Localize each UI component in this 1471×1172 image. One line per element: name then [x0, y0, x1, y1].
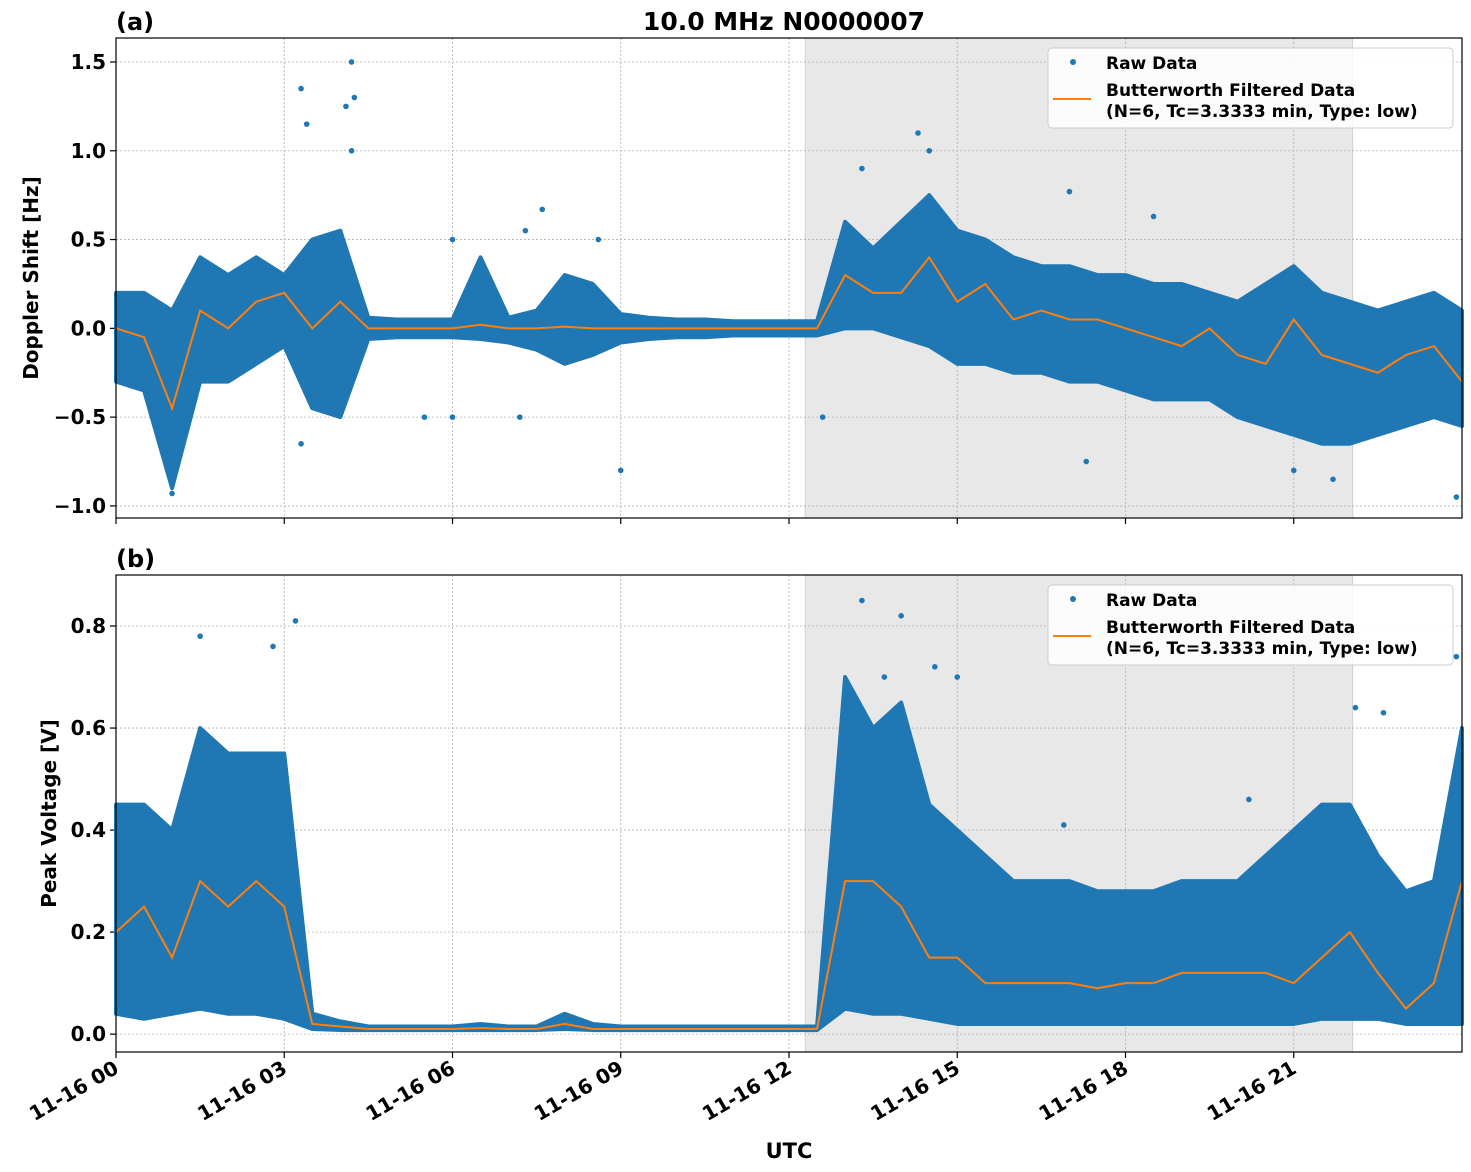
- y-tick-label: 1.0: [71, 139, 106, 163]
- y-axis-label: Doppler Shift [Hz]: [19, 176, 43, 380]
- y-tick-label: 0.6: [71, 716, 106, 740]
- raw-data-point: [881, 674, 888, 680]
- x-tick-label: 11-16 21: [1203, 1056, 1301, 1126]
- raw-data-point: [819, 414, 826, 420]
- raw-data-point: [517, 414, 523, 420]
- legend: Raw Data Butterworth Filtered Data(N=6, T…: [1047, 584, 1454, 666]
- legend-filtered-label: Butterworth Filtered Data: [1106, 81, 1355, 101]
- y-tick-label: 1.5: [71, 50, 106, 74]
- raw-data-point: [859, 165, 865, 172]
- legend-filtered-params: (N=6, Tc=3.3333 min, Type: low): [1106, 102, 1418, 122]
- raw-data-point: [1061, 822, 1067, 828]
- y-tick-label: −0.5: [54, 405, 106, 429]
- y-tick-label: 0.8: [71, 614, 106, 638]
- raw-data-point: [954, 674, 961, 680]
- raw-data-point: [303, 121, 310, 127]
- raw-data-point: [1246, 796, 1252, 803]
- legend-raw-marker: [1070, 59, 1076, 65]
- legend-filtered-params: (N=6, Tc=3.3333 min, Type: low): [1106, 639, 1418, 659]
- panel-a-label: (a): [116, 8, 154, 36]
- y-tick-label: 0.0: [71, 316, 106, 340]
- legend-filtered-label: Butterworth Filtered Data: [1106, 618, 1355, 638]
- x-tick-label: 11-16 06: [361, 1056, 459, 1126]
- raw-data-point: [1380, 709, 1387, 716]
- x-tick-label: 11-16 18: [1034, 1056, 1132, 1126]
- raw-data-point: [298, 85, 304, 92]
- raw-data-point: [539, 206, 546, 213]
- x-tick-label: 11-16 12: [698, 1056, 796, 1126]
- raw-data-point: [343, 103, 349, 110]
- raw-data-point: [915, 130, 921, 136]
- raw-data-point: [449, 236, 456, 243]
- raw-data-point: [859, 597, 865, 604]
- panel-b: 0.8 0.6 0.4 0.2 0.0 Peak Voltage [V] Raw Data B…: [25, 574, 1464, 1126]
- y-tick-label: −1.0: [54, 494, 106, 518]
- y-tick-label: 0.5: [71, 228, 106, 252]
- raw-data-point: [898, 613, 904, 619]
- raw-data-point: [348, 59, 355, 65]
- raw-data-point: [1290, 467, 1297, 474]
- raw-data-point: [197, 633, 203, 640]
- raw-data-point: [926, 147, 933, 154]
- raw-data-point: [595, 236, 602, 243]
- panel-b-label: (b): [116, 545, 155, 573]
- raw-data-point: [1453, 653, 1460, 660]
- x-axis-label: UTC: [766, 1139, 813, 1163]
- raw-data-point: [617, 467, 624, 474]
- legend-raw-label: Raw Data: [1106, 591, 1197, 611]
- raw-data-point: [421, 414, 428, 420]
- raw-data-point: [292, 618, 299, 624]
- filtered-data-line: [115, 879, 1463, 1031]
- raw-data-point: [1083, 458, 1090, 465]
- raw-data-point: [298, 440, 304, 447]
- y-tick-label: 0.4: [71, 818, 106, 842]
- x-tick-label: 11-16 03: [193, 1056, 291, 1126]
- legend-raw-marker: [1070, 596, 1076, 602]
- x-tick-label: 11-16 09: [530, 1056, 628, 1126]
- raw-data-point: [348, 147, 355, 154]
- raw-data-point: [1150, 213, 1157, 220]
- panel-a: 1.5 1.0 0.5 0.0 −0.5 −1.0 Doppler Shift [Hz] Ra…: [19, 37, 1464, 524]
- raw-data-point: [1066, 188, 1073, 195]
- raw-data-point: [1330, 476, 1336, 483]
- filtered-data-line: [115, 255, 1463, 412]
- legend-box: [1047, 47, 1454, 129]
- y-axis-label: Peak Voltage [V]: [37, 719, 61, 908]
- x-tick-label: 11-16 00: [25, 1056, 123, 1126]
- raw-data-point: [449, 414, 456, 420]
- y-tick-label: 0.0: [71, 1022, 106, 1046]
- raw-data-point: [169, 490, 175, 497]
- raw-data-point: [351, 94, 358, 101]
- raw-data-point: [932, 664, 938, 670]
- y-tick-label: 0.2: [71, 920, 106, 944]
- legend: Raw Data Butterworth Filtered Data(N=6, T…: [1047, 47, 1454, 129]
- legend-box: [1047, 584, 1454, 666]
- raw-data-point: [522, 227, 529, 234]
- raw-data-point: [270, 643, 276, 650]
- legend-raw-label: Raw Data: [1106, 54, 1197, 74]
- x-tick-label: 11-16 15: [866, 1056, 964, 1126]
- raw-data-point: [1453, 494, 1460, 500]
- chart-title: 10.0 MHz N0000007: [643, 7, 925, 36]
- raw-data-point: [1352, 704, 1359, 711]
